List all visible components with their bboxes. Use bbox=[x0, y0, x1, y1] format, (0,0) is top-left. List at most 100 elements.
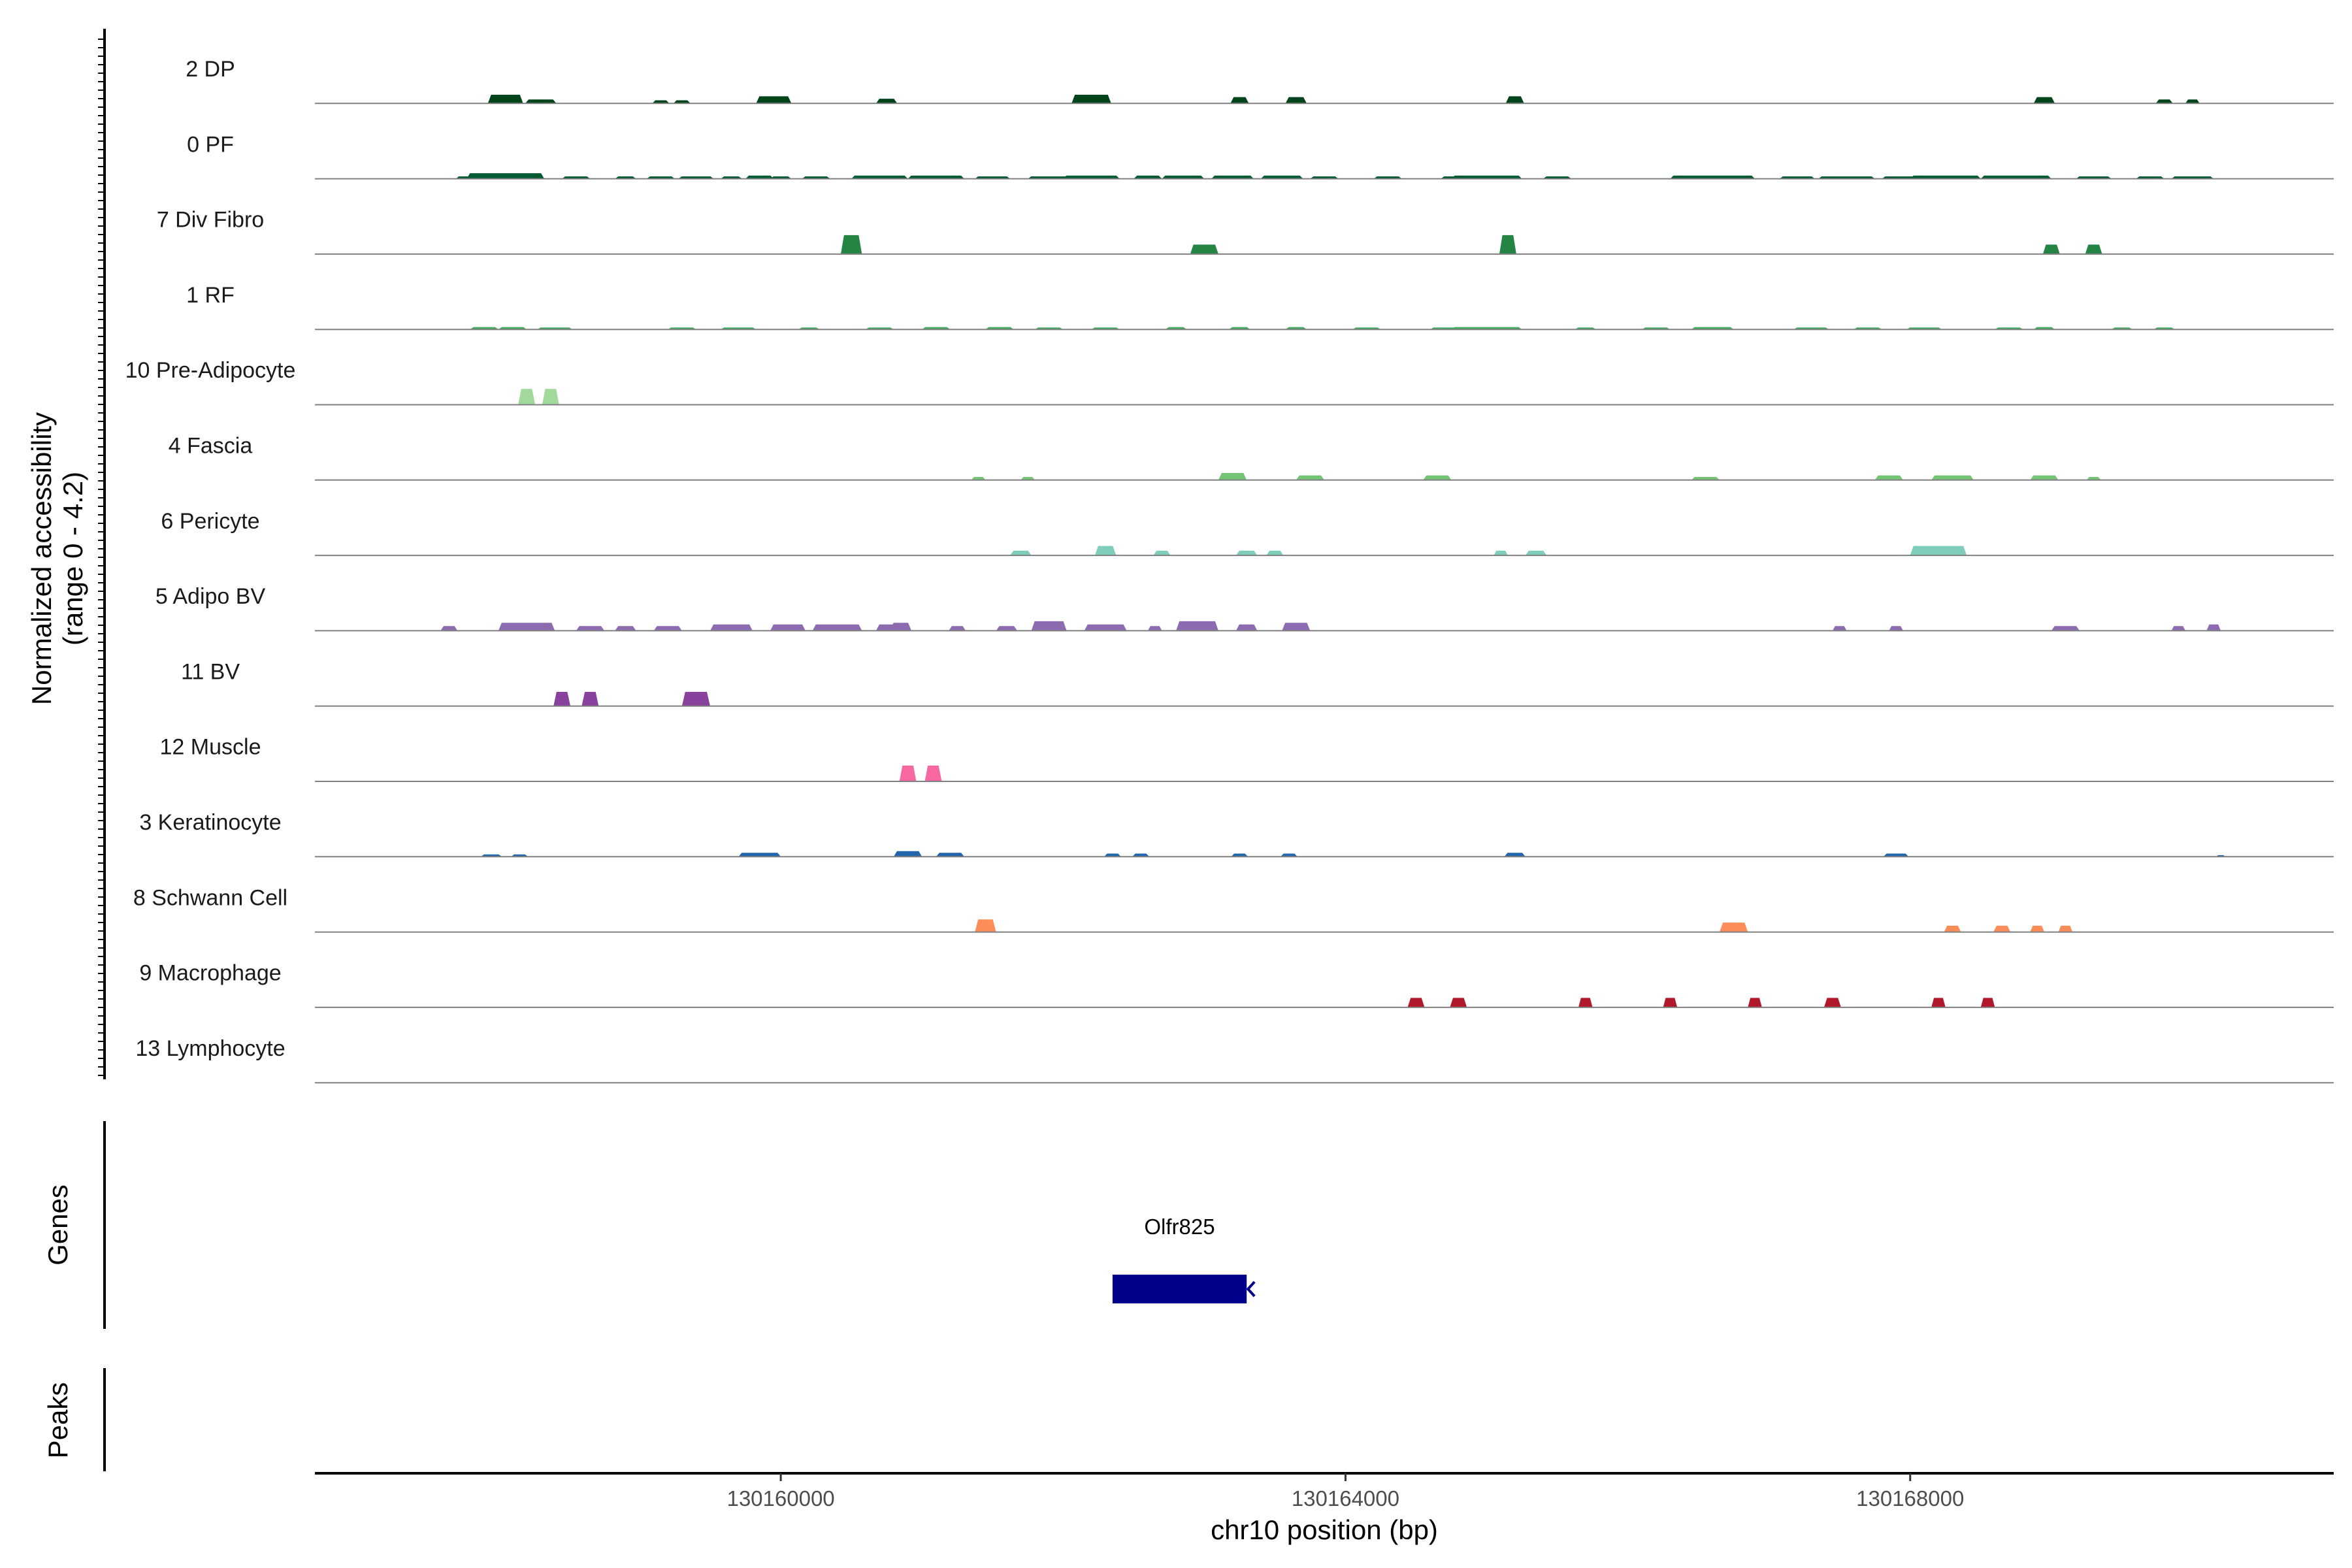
track-label: 12 Muscle bbox=[160, 735, 261, 760]
coverage-peak bbox=[1296, 475, 1324, 480]
coverage-peak bbox=[875, 99, 898, 104]
coverage-peak bbox=[893, 851, 923, 857]
coverage-peak bbox=[1235, 550, 1258, 556]
coverage-peak bbox=[756, 96, 792, 104]
coverage-peak bbox=[1134, 175, 1162, 179]
coverage-peak bbox=[1407, 998, 1425, 1007]
y-axis-title: Normalized accessibility bbox=[26, 412, 57, 705]
coverage-peak bbox=[812, 624, 862, 631]
coverage-peak bbox=[2030, 475, 2059, 480]
coverage-peak bbox=[653, 626, 682, 631]
gene-body bbox=[1112, 1275, 1247, 1303]
x-tick-label: 130160000 bbox=[727, 1486, 834, 1511]
coverage-peak bbox=[2206, 624, 2221, 631]
coverage-peak bbox=[1231, 853, 1249, 857]
coverage-peak bbox=[738, 853, 781, 857]
track-label: 10 Pre-Adipocyte bbox=[125, 358, 296, 383]
coverage-peak bbox=[1494, 550, 1508, 556]
track-label: 1 RF bbox=[186, 283, 235, 308]
track-11-bv: 11 BV bbox=[181, 659, 2334, 707]
coverage-peak bbox=[576, 626, 604, 631]
coverage-peak bbox=[2171, 626, 2186, 631]
coverage-peak bbox=[770, 624, 806, 631]
track-4-fascia: 4 Fascia bbox=[169, 434, 2334, 481]
coverage-peak bbox=[2042, 244, 2060, 254]
track-label: 9 Macrophage bbox=[139, 961, 281, 986]
track-label: 4 Fascia bbox=[169, 434, 253, 459]
coverage-peak bbox=[525, 99, 557, 104]
coverage-peak bbox=[1235, 624, 1258, 631]
track-label: 11 BV bbox=[181, 659, 240, 684]
coverage-peak bbox=[553, 692, 571, 706]
coverage-peak bbox=[1176, 621, 1218, 631]
y-axis-title-range: (range 0 - 4.2) bbox=[57, 472, 88, 645]
coverage-peak bbox=[1663, 998, 1678, 1007]
coverage-peak bbox=[2185, 99, 2200, 104]
coverage-peak bbox=[1132, 853, 1150, 857]
coverage-peak bbox=[1451, 175, 1522, 179]
coverage-peak bbox=[971, 477, 986, 480]
coverage-peak bbox=[2051, 626, 2080, 631]
coverage-peak bbox=[1031, 621, 1067, 631]
x-axis-title: chr10 position (bp) bbox=[1211, 1514, 1438, 1545]
coverage-peak bbox=[851, 175, 908, 179]
coverage-peak bbox=[1211, 175, 1254, 179]
coverage-peak bbox=[1720, 923, 1748, 932]
coverage-peak bbox=[1499, 235, 1516, 254]
coverage-peak bbox=[1504, 853, 1526, 857]
coverage-peak bbox=[1980, 998, 1995, 1007]
coverage-peak bbox=[1153, 550, 1171, 556]
coverage-peak bbox=[1748, 998, 1762, 1007]
coverage-peak bbox=[1063, 175, 1120, 179]
coverage-peak bbox=[1260, 175, 1303, 179]
track-5-adipo-bv: 5 Adipo BV bbox=[155, 584, 2334, 632]
coverage-peak bbox=[2033, 97, 2055, 104]
peaks-label: Peaks bbox=[42, 1382, 73, 1459]
coverage-peak bbox=[1071, 95, 1111, 104]
coverage-peak bbox=[1505, 96, 1524, 104]
coverage-peak bbox=[899, 765, 917, 781]
track-label: 3 Keratinocyte bbox=[139, 810, 281, 835]
track-label: 13 Lymphocyte bbox=[135, 1036, 285, 1061]
track-10-pre-adipocyte: 10 Pre-Adipocyte bbox=[125, 358, 2334, 406]
x-axis-ticks: 130160000 130164000 130168000 bbox=[727, 1473, 1964, 1511]
coverage-peak bbox=[1889, 626, 1903, 631]
coverage-peak bbox=[907, 175, 964, 179]
tracks: 2 DP 0 PF 7 Div Fibro 1 RF 10 Pre-Adipocyte 4… bbox=[125, 57, 2334, 1084]
coverage-peak bbox=[936, 853, 964, 857]
track-2-dp: 2 DP bbox=[186, 57, 2334, 105]
coverage-peak bbox=[487, 95, 523, 104]
track-0-pf: 0 PF bbox=[187, 132, 2334, 180]
coverage-peak bbox=[652, 100, 670, 104]
coverage-peak bbox=[2155, 99, 2173, 104]
coverage-peak bbox=[1103, 853, 1121, 857]
x-tick-label: 130164000 bbox=[1292, 1486, 1399, 1511]
gene-strand-arrow bbox=[1246, 1281, 1256, 1298]
coverage-peak bbox=[1094, 546, 1117, 556]
coverage-peak bbox=[1874, 475, 1903, 480]
coverage-peak bbox=[1147, 626, 1162, 631]
coverage-peak bbox=[840, 235, 862, 254]
track-8-schwann-cell: 8 Schwann Cell bbox=[133, 885, 2334, 933]
coverage-peak bbox=[518, 389, 536, 405]
genes-track: Olfr825 bbox=[1112, 1215, 1256, 1303]
coverage-peak bbox=[1910, 546, 1967, 556]
track-label: 6 Pericyte bbox=[161, 509, 259, 534]
coverage-peak bbox=[1282, 623, 1311, 631]
coverage-peak bbox=[542, 389, 559, 405]
coverage-peak bbox=[466, 173, 545, 179]
track-label: 7 Div Fibro bbox=[157, 208, 264, 233]
track-1-rf: 1 RF bbox=[186, 283, 2334, 331]
coverage-peak bbox=[924, 765, 942, 781]
coverage-peak bbox=[975, 919, 996, 932]
coverage-peak bbox=[1944, 925, 1961, 932]
track-label: 2 DP bbox=[186, 57, 235, 82]
coverage-peak bbox=[1691, 477, 1720, 480]
coverage-peak bbox=[1823, 998, 1841, 1007]
coverage-peak bbox=[673, 100, 691, 104]
x-tick-label: 130168000 bbox=[1856, 1486, 1964, 1511]
coverage-peak bbox=[2030, 925, 2044, 932]
coverage-peak bbox=[1910, 175, 1981, 179]
